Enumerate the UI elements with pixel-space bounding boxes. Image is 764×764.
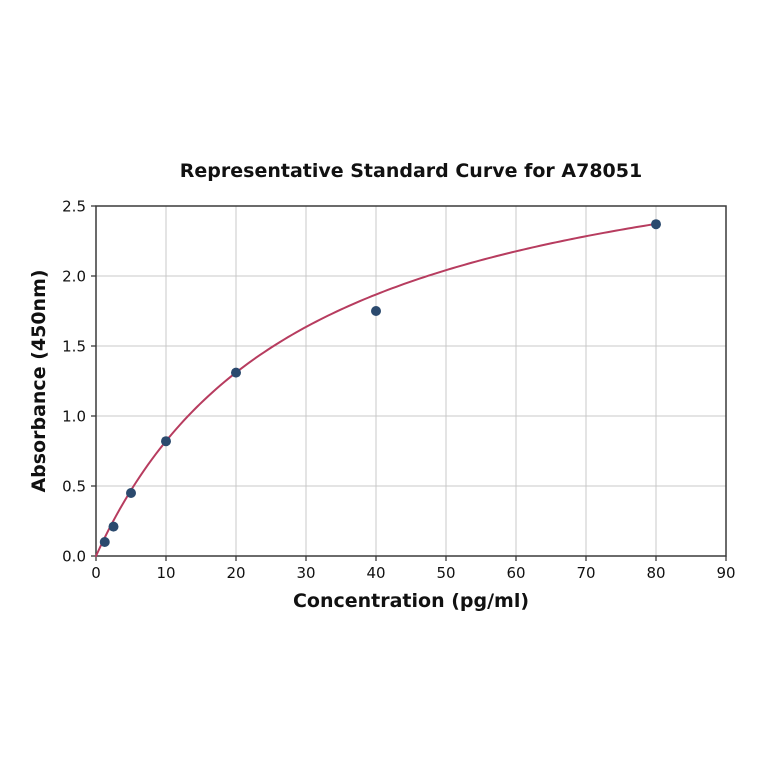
y-tick-label: 0.5: [62, 478, 86, 496]
x-tick-label: 80: [646, 564, 665, 582]
y-tick-label: 2.0: [62, 268, 86, 286]
x-tick-label: 70: [576, 564, 595, 582]
x-axis-label: Concentration (pg/ml): [292, 590, 530, 612]
data-point: [108, 521, 119, 532]
y-tick-label: 2.5: [62, 198, 86, 216]
data-point: [231, 367, 241, 378]
x-tick-label: 20: [226, 564, 245, 582]
x-tick-label: 50: [436, 564, 455, 582]
data-point: [161, 436, 171, 447]
y-tick-label: 0.0: [62, 548, 86, 566]
data-point: [371, 306, 381, 316]
y-tick-label: 1.0: [62, 408, 86, 426]
y-tick-label: 1.5: [62, 338, 86, 356]
x-tick-label: 10: [156, 564, 175, 582]
data-point: [99, 537, 110, 547]
x-tick-label: 30: [296, 564, 315, 582]
plot-border: [95, 205, 727, 557]
data-point: [126, 488, 136, 498]
x-tick-label: 0: [91, 564, 101, 582]
x-tick-label: 60: [506, 564, 525, 582]
chart-title: Representative Standard Curve for A78051: [179, 160, 643, 182]
fit-curve-line: [95, 222, 657, 557]
x-tick-label: 90: [716, 564, 735, 582]
x-tick-label: 40: [366, 564, 385, 582]
data-point: [651, 219, 661, 230]
